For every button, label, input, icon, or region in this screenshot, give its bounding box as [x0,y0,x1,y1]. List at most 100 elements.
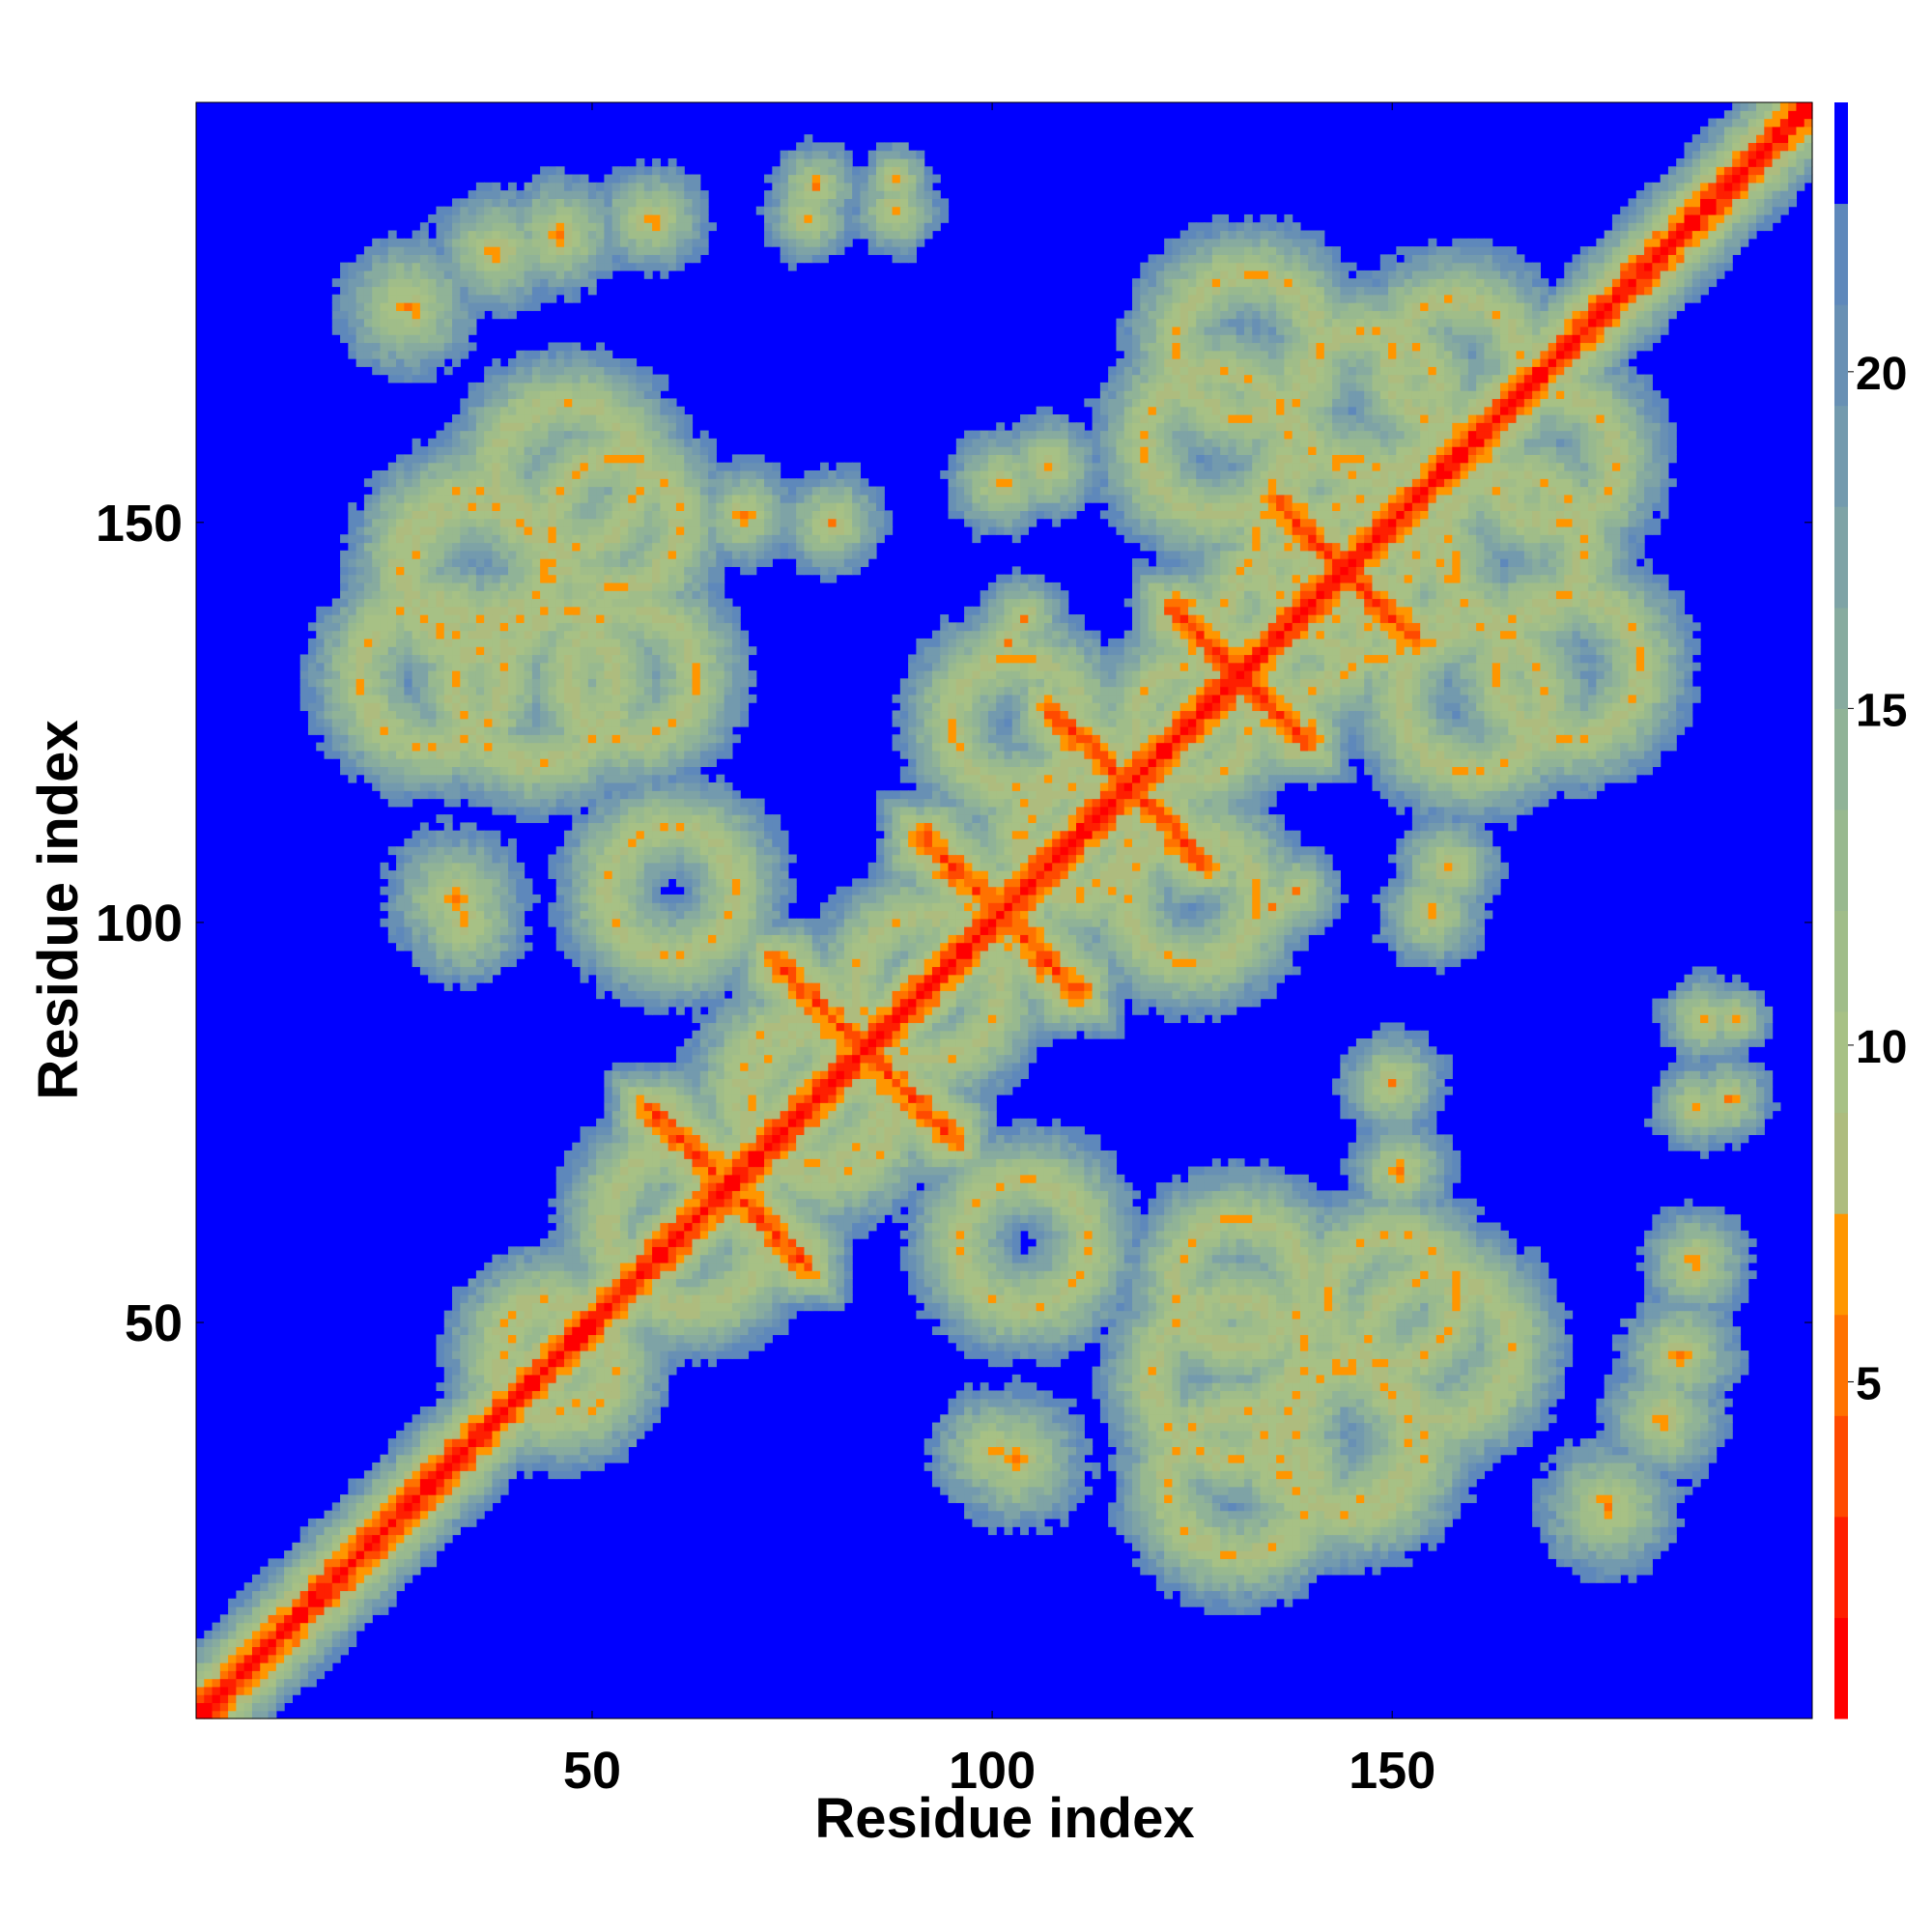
heatmap-cell [428,1414,437,1423]
heatmap-cell [581,599,589,608]
heatmap-cell [492,895,500,903]
heatmap-cell [612,534,621,543]
heatmap-cell [348,295,356,303]
heatmap-cell [548,351,556,359]
heatmap-cell [412,670,421,679]
heatmap-cell [476,719,485,727]
heatmap-cell [444,319,453,327]
heatmap-cell [548,1375,556,1383]
heatmap-cell [620,454,629,463]
heatmap-cell [476,487,485,496]
heatmap-cell [428,855,437,864]
heatmap-cell [356,1479,365,1488]
heatmap-cell [364,1590,373,1599]
heatmap-cell [540,1294,549,1303]
heatmap-cell [492,911,500,920]
heatmap-cell [444,966,453,975]
heatmap-cell [380,1606,388,1615]
heatmap-cell [444,926,453,935]
heatmap-cell [516,911,525,920]
heatmap-cell [612,454,621,463]
heatmap-cell [556,551,565,559]
heatmap-cell [500,1263,509,1271]
heatmap-cell [532,1311,541,1320]
heatmap-cell [581,822,589,831]
heatmap-cell [380,1463,388,1471]
heatmap-cell [396,878,405,887]
heatmap-cell [556,590,565,599]
heatmap-cell [484,911,493,920]
heatmap-cell [628,743,637,752]
heatmap-cell [404,1535,412,1544]
heatmap-cell [628,1078,637,1087]
heatmap-cell [572,342,581,351]
heatmap-cell [532,1438,541,1447]
heatmap-cell [548,855,556,864]
heatmap-cell [612,566,621,575]
heatmap-cell [508,534,517,543]
heatmap-cell [572,1319,581,1327]
heatmap-cell [620,1326,629,1335]
heatmap-cell [588,1319,597,1327]
heatmap-cell [372,631,381,639]
heatmap-cell [388,678,397,687]
heatmap-cell [516,702,525,711]
heatmap-cell [469,926,477,935]
heatmap-cell [476,302,485,311]
heatmap-cell [444,478,453,487]
heatmap-cell [540,190,549,199]
heatmap-cell [300,1535,309,1544]
heatmap-cell [556,1390,565,1399]
heatmap-cell [428,1455,437,1463]
heatmap-cell [428,342,437,351]
heatmap-cell [469,431,477,440]
heatmap-cell [484,1287,493,1295]
heatmap-cell [596,375,605,384]
heatmap-cell [612,190,621,199]
heatmap-cell [572,614,581,623]
heatmap-cell [548,726,556,735]
heatmap-cell [604,982,612,991]
heatmap-cell [388,526,397,535]
heatmap-cell [308,1543,317,1551]
heatmap-cell [620,214,629,223]
heatmap-cell [412,526,421,535]
heatmap-cell [420,463,429,471]
heatmap-cell [644,1158,653,1167]
heatmap-cell [572,807,581,815]
heatmap-cell [213,1646,221,1655]
heatmap-cell [620,1087,629,1095]
heatmap-cell [596,887,605,895]
heatmap-cell [516,663,525,671]
heatmap-cell [500,246,509,255]
heatmap-cell [548,543,556,552]
heatmap-cell [356,663,365,671]
heatmap-cell [492,766,500,775]
heatmap-cell [620,175,629,184]
heatmap-cell [404,1558,412,1567]
heatmap-cell [612,670,621,679]
heatmap-cell [540,510,549,519]
heatmap-cell [612,398,621,407]
heatmap-cell [484,1494,493,1503]
heatmap-cell [236,1687,244,1695]
heatmap-cell [556,743,565,752]
heatmap-cell [548,710,556,719]
heatmap-cell [556,1167,565,1176]
heatmap-cell [300,687,309,696]
heatmap-cell [396,1511,405,1520]
heatmap-cell [556,726,565,735]
heatmap-cell [412,599,421,608]
heatmap-cell [436,702,444,711]
heatmap-cell [620,1231,629,1239]
heatmap-cell [612,1231,621,1239]
heatmap-cell [380,551,388,559]
heatmap-cell [644,526,653,535]
heatmap-cell [620,663,629,671]
heatmap-cell [452,734,461,743]
heatmap-cell [532,270,541,279]
heatmap-cell [660,982,668,991]
heatmap-cell [628,1111,637,1120]
heatmap-cell [612,198,621,207]
heatmap-cell [644,1182,653,1191]
